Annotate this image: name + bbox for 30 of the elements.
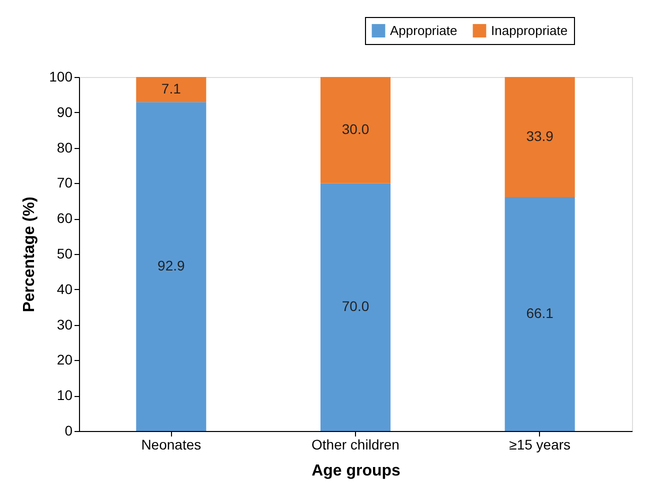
bar	[320, 77, 391, 184]
bar	[136, 77, 206, 102]
y-tick-label: 10	[56, 387, 73, 404]
y-tick-label: 60	[56, 210, 73, 226]
x-tick-label: ≥15 years	[509, 436, 571, 452]
data-label: 92.9	[158, 258, 186, 274]
y-tick-label: 20	[56, 352, 73, 368]
x-tick-label: Other children	[312, 436, 400, 452]
legend-label: Appropriate	[390, 22, 458, 38]
bar	[504, 77, 575, 198]
x-axis-title: Age groups	[312, 462, 401, 480]
y-tick-label: 40	[56, 280, 73, 297]
y-tick-label: 80	[56, 139, 73, 156]
y-tick-label: 0	[64, 422, 73, 438]
bar	[136, 102, 206, 431]
x-tick-label: Neonates	[141, 436, 202, 452]
data-label: 30.0	[342, 121, 370, 138]
data-label: 70.0	[342, 298, 370, 314]
bar	[320, 183, 391, 431]
y-tick-label: 70	[56, 174, 73, 191]
legend-label: Inappropriate	[491, 22, 568, 38]
data-label: 66.1	[526, 305, 554, 322]
bar	[504, 197, 575, 431]
y-tick-label: 50	[56, 246, 73, 262]
y-tick-label: 30	[56, 316, 73, 332]
y-tick-label: 90	[56, 104, 73, 120]
data-label: 33.9	[526, 128, 554, 144]
y-tick-label: 100	[49, 68, 73, 84]
data-label: 7.1	[161, 80, 182, 97]
y-axis-title: Percentage (%)	[21, 196, 38, 312]
